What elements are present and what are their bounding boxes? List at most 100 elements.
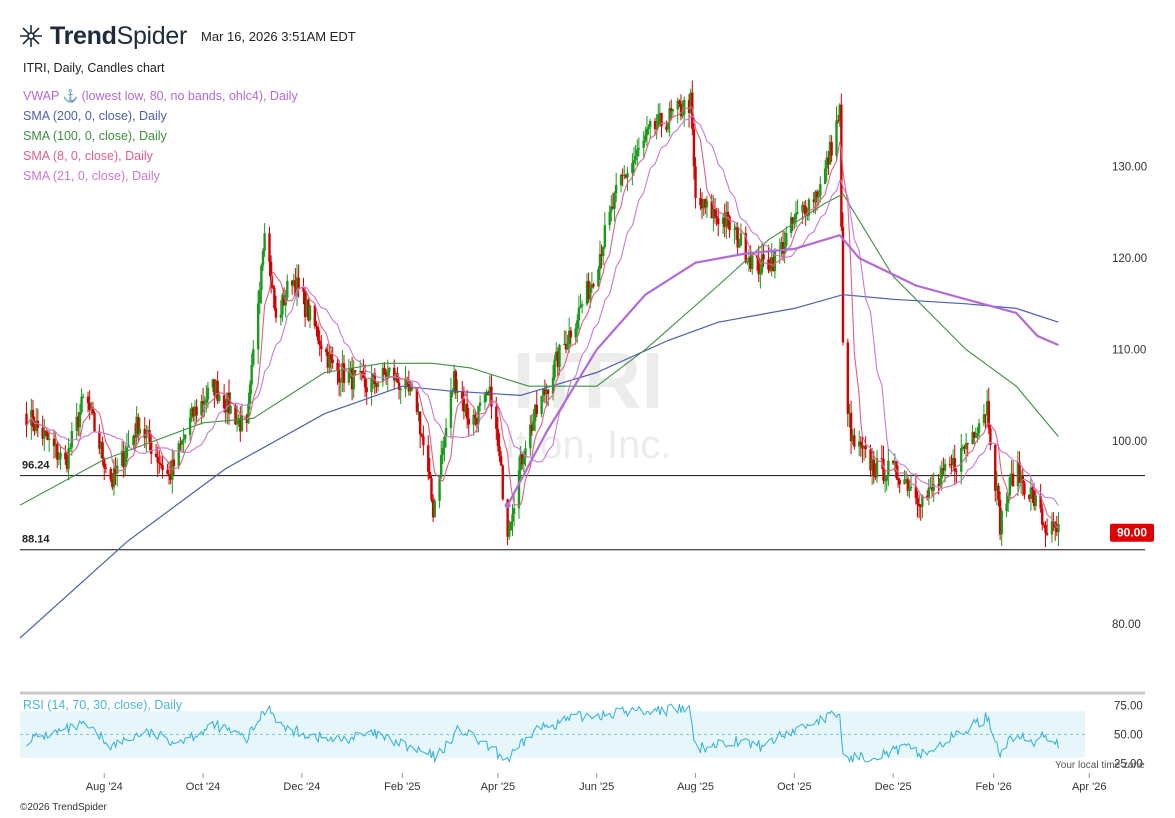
candle-body: [506, 499, 509, 537]
candle-body: [114, 468, 117, 474]
candle-body: [830, 141, 833, 156]
candle-body: [1045, 532, 1049, 535]
candle-body: [590, 284, 594, 288]
candle-body: [222, 395, 226, 409]
candle-body: [950, 464, 953, 466]
candle-body: [396, 373, 399, 383]
candle-body: [77, 416, 80, 428]
candle-body: [611, 206, 615, 209]
candle-body: [341, 363, 344, 382]
candle-body: [303, 291, 307, 318]
candle-body: [313, 305, 317, 327]
sma-200-line: [19, 294, 1059, 639]
candle-body: [284, 297, 287, 306]
candle-body: [56, 443, 59, 460]
indicator-vwap[interactable]: VWAP ⚓ (lowest low, 80, no bands, ohlc4)…: [23, 89, 298, 103]
candle-body: [1005, 503, 1008, 512]
candle-body: [738, 245, 741, 248]
candle-body: [739, 233, 743, 246]
time-tick-label: Apr '26: [1072, 781, 1107, 793]
candle-body: [636, 149, 639, 156]
candle-body: [872, 459, 875, 476]
candle-body: [410, 387, 414, 389]
candle-body: [268, 233, 271, 262]
candle-body: [417, 411, 420, 413]
candle-body: [951, 458, 955, 465]
candle-body: [665, 126, 668, 130]
candle-body: [670, 108, 673, 112]
candle-body: [807, 199, 811, 216]
candle-body: [127, 444, 130, 448]
candle-body: [631, 162, 634, 174]
candle-body: [749, 257, 752, 269]
candle-body: [987, 401, 990, 429]
candle-body: [138, 428, 142, 434]
candle-body: [31, 409, 35, 428]
candle-body: [751, 255, 754, 269]
horizontal-line-label: 88.14: [22, 534, 50, 546]
candle-body: [146, 430, 150, 434]
candle-body: [120, 451, 124, 466]
candle-body: [451, 390, 454, 392]
candle-body: [859, 441, 862, 446]
candle-body: [736, 226, 739, 248]
price-tick-label: 100.00: [1112, 436, 1147, 448]
candle-body: [623, 174, 626, 176]
candle-body: [1029, 487, 1033, 499]
candle-body: [972, 432, 976, 438]
candle-body: [179, 443, 182, 445]
candle-body: [587, 281, 590, 300]
indicator-sma-21[interactable]: SMA (21, 0, close), Daily: [23, 169, 160, 183]
indicator-sma-100[interactable]: SMA (100, 0, close), Daily: [23, 129, 167, 143]
candle-body: [302, 287, 305, 292]
candle-body: [694, 166, 697, 199]
candle-body: [875, 458, 879, 478]
candle-body: [772, 257, 775, 272]
candle-body: [393, 367, 396, 381]
candle-body: [373, 373, 376, 385]
candle-body: [1010, 473, 1013, 478]
candle-body: [551, 377, 555, 394]
candle-body: [386, 371, 389, 379]
candle-body: [909, 486, 913, 489]
candle-body: [430, 478, 433, 500]
candle-body: [906, 479, 909, 491]
candle-body: [192, 407, 195, 417]
candle-body: [579, 306, 582, 308]
candle-body: [814, 191, 817, 203]
candle-body: [273, 287, 276, 309]
candle-body: [98, 431, 101, 449]
candle-body: [271, 285, 274, 288]
candle-body: [849, 412, 853, 442]
candle-body: [281, 294, 284, 315]
candle-body: [433, 500, 436, 518]
candle-body: [171, 459, 174, 480]
candle-body: [725, 211, 728, 227]
candle-body: [25, 413, 28, 426]
candle-body: [41, 427, 44, 439]
candle-body: [773, 251, 777, 272]
candle-body: [250, 364, 253, 385]
candle-body: [216, 380, 219, 401]
candle-body: [943, 464, 947, 471]
copyright: ©2026 TrendSpider: [20, 802, 107, 813]
candle-body: [608, 211, 611, 226]
candle-body: [44, 430, 48, 433]
candle-body: [324, 349, 328, 352]
candle-body: [1050, 521, 1054, 535]
candle-body: [755, 255, 759, 258]
candle-body: [812, 199, 816, 203]
candle-body: [723, 217, 726, 227]
candle-body: [521, 454, 524, 465]
candle-body: [388, 367, 391, 372]
candle-body: [543, 389, 547, 395]
indicator-sma-200[interactable]: SMA (200, 0, close), Daily: [23, 109, 167, 123]
candle-body: [882, 459, 885, 481]
brand-name: TrendSpider: [50, 21, 188, 50]
indicator-sma-8[interactable]: SMA (8, 0, close), Daily: [23, 149, 153, 163]
candle-body: [841, 226, 845, 343]
candle-body: [347, 372, 351, 383]
candle-body: [645, 129, 649, 136]
candle-body: [224, 408, 227, 413]
candle-body: [206, 387, 210, 400]
